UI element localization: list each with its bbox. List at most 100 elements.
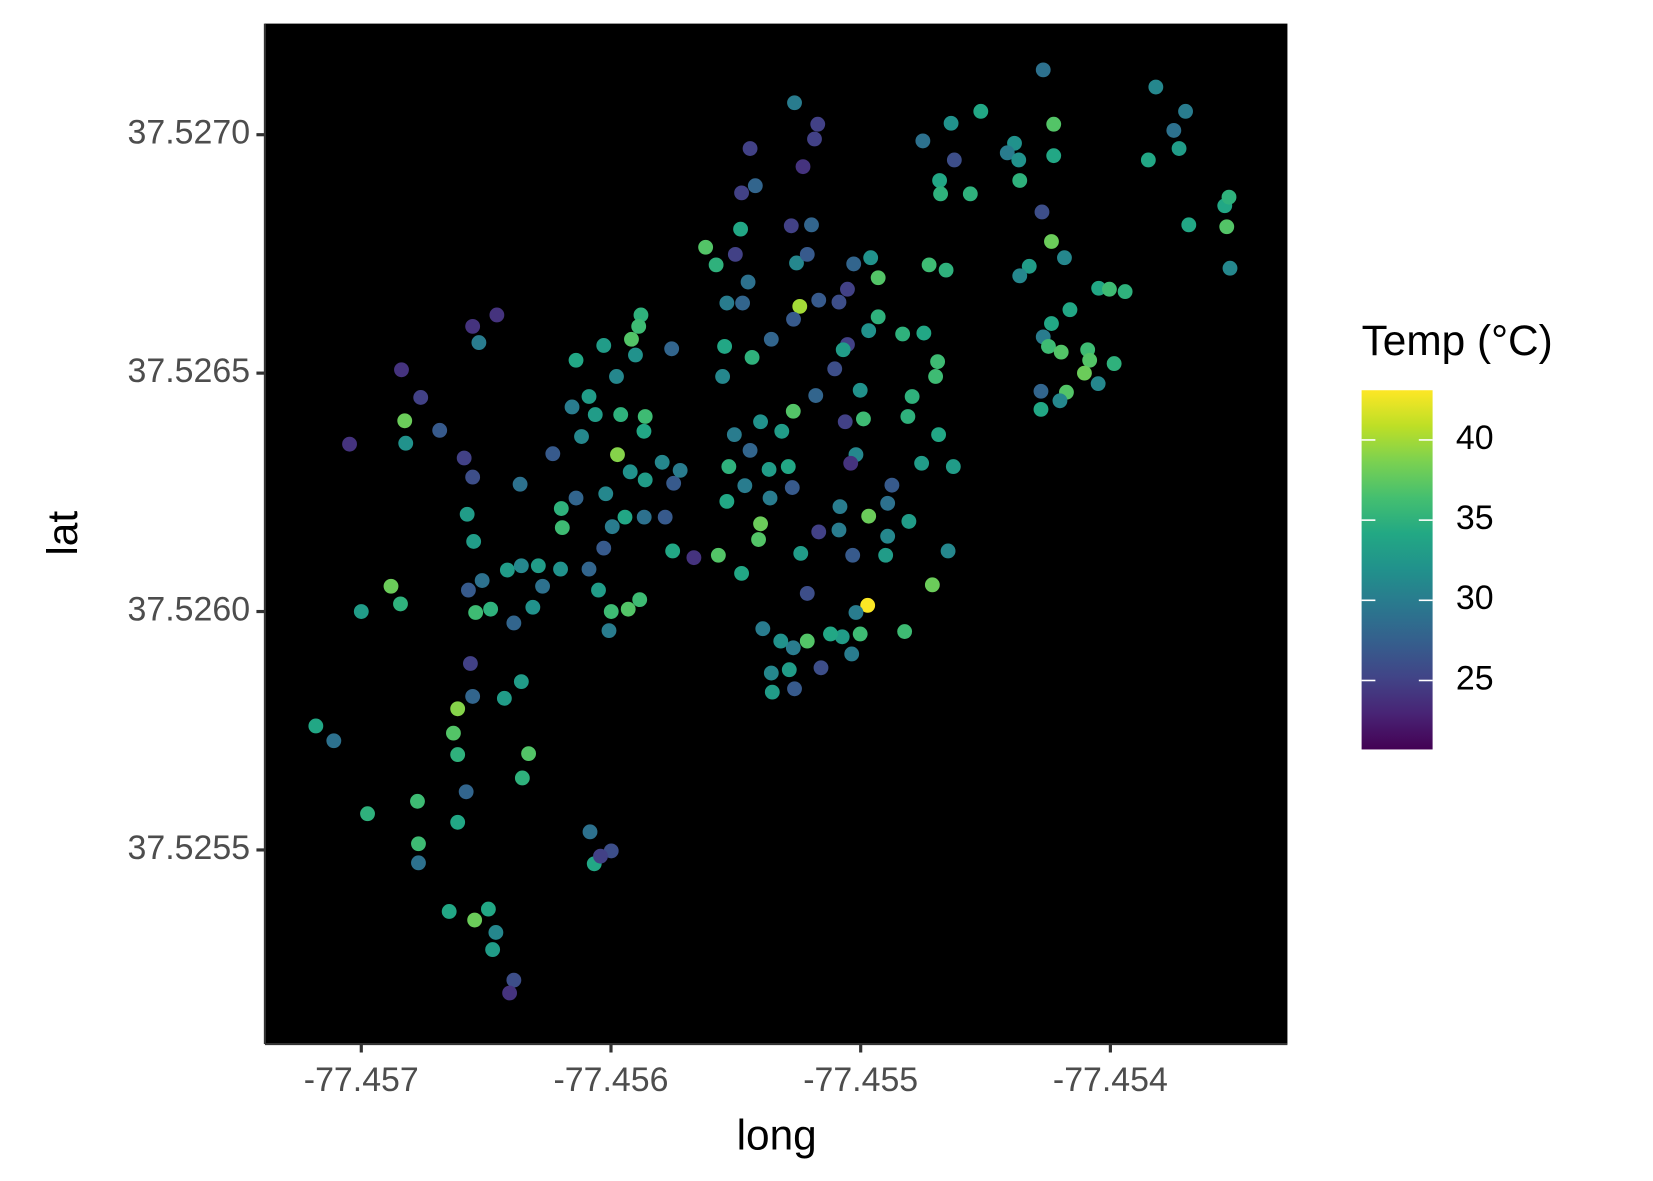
- point: [831, 294, 847, 310]
- point: [783, 218, 799, 234]
- point: [761, 462, 777, 477]
- point: [1057, 250, 1072, 266]
- point: [410, 793, 425, 809]
- point: [795, 159, 811, 175]
- point: [785, 640, 801, 656]
- point: [564, 399, 580, 415]
- point: [450, 814, 466, 830]
- point: [1181, 217, 1197, 233]
- point: [1044, 316, 1059, 331]
- point: [591, 582, 606, 598]
- point: [593, 848, 608, 864]
- point: [1171, 141, 1187, 156]
- point: [1082, 352, 1098, 368]
- point: [860, 597, 876, 613]
- point: [460, 582, 476, 598]
- point: [999, 145, 1015, 161]
- point: [506, 972, 522, 988]
- x-tick-label: -77.455: [803, 1061, 918, 1099]
- point: [513, 674, 529, 690]
- point: [603, 604, 619, 619]
- y-tick-label: 37.5260: [128, 590, 251, 628]
- point: [657, 509, 673, 525]
- x-axis-title: long: [737, 1112, 817, 1159]
- point: [915, 133, 931, 149]
- point: [932, 173, 948, 188]
- point: [609, 369, 624, 384]
- point: [628, 347, 643, 363]
- point: [808, 388, 824, 403]
- point: [496, 690, 512, 706]
- point: [763, 331, 779, 347]
- point: [734, 565, 750, 581]
- point: [804, 217, 819, 233]
- point: [326, 733, 342, 749]
- point: [785, 403, 801, 419]
- point: [342, 436, 357, 452]
- point: [530, 558, 546, 574]
- y-tick-label: 37.5255: [128, 829, 251, 867]
- point: [884, 477, 900, 493]
- point: [781, 662, 797, 678]
- point: [1090, 376, 1106, 392]
- point: [863, 250, 879, 266]
- point: [601, 623, 617, 639]
- point: [1166, 122, 1182, 138]
- point: [587, 407, 603, 423]
- point: [715, 369, 731, 384]
- point: [620, 601, 636, 617]
- point: [811, 292, 827, 308]
- point: [581, 389, 597, 404]
- point: [665, 543, 681, 559]
- y-axis-title: lat: [39, 511, 86, 556]
- point: [846, 256, 862, 272]
- point: [943, 115, 959, 131]
- point: [916, 325, 932, 341]
- point: [1033, 401, 1049, 417]
- point: [1222, 260, 1238, 276]
- point: [784, 480, 800, 495]
- point: [568, 352, 584, 368]
- point: [813, 660, 829, 676]
- point: [468, 605, 484, 620]
- point: [467, 912, 483, 928]
- point: [360, 806, 375, 822]
- point: [870, 309, 886, 325]
- point: [450, 747, 466, 762]
- colorbar-tick-label: 30: [1456, 579, 1494, 617]
- point: [1062, 302, 1078, 318]
- point: [962, 186, 978, 202]
- point: [664, 341, 680, 357]
- point: [832, 499, 848, 515]
- point: [742, 442, 758, 458]
- point: [901, 513, 917, 529]
- point: [793, 545, 809, 561]
- point: [446, 725, 461, 741]
- point: [823, 626, 838, 642]
- point: [471, 335, 487, 351]
- point: [807, 131, 822, 147]
- point: [383, 578, 399, 594]
- point: [513, 558, 529, 574]
- y-tick-label: 37.5265: [128, 352, 251, 390]
- point: [973, 103, 989, 119]
- point: [799, 633, 815, 649]
- point: [834, 629, 850, 645]
- legend-title: Temp (°C): [1362, 317, 1553, 364]
- point: [764, 684, 780, 700]
- x-tick-label: -77.454: [1053, 1061, 1168, 1099]
- point: [845, 547, 861, 563]
- point: [856, 411, 871, 427]
- point: [465, 688, 481, 704]
- point: [1091, 280, 1107, 296]
- point: [581, 561, 597, 577]
- point: [502, 985, 518, 1001]
- point: [568, 490, 584, 506]
- point: [837, 414, 853, 430]
- point: [553, 501, 569, 516]
- point: [710, 547, 726, 563]
- point: [485, 942, 501, 958]
- point: [931, 427, 947, 443]
- point: [466, 534, 482, 549]
- point: [483, 601, 499, 617]
